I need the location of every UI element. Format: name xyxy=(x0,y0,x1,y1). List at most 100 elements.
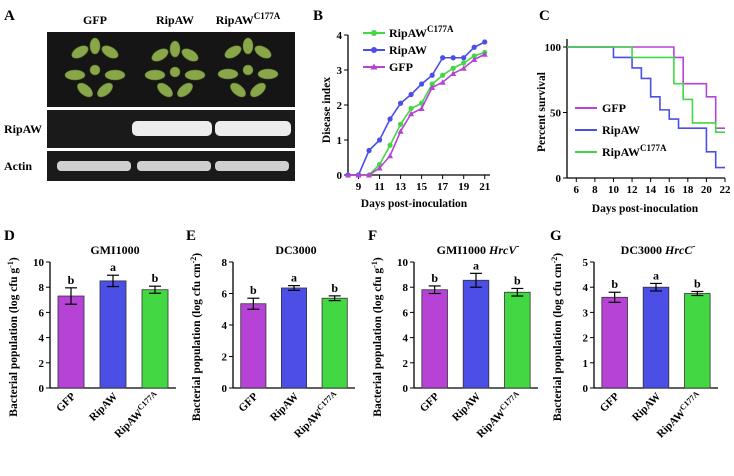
g-ytick-label: 1 xyxy=(583,358,589,370)
f-sig-letter: a xyxy=(473,258,479,272)
f-category-label: GFP xyxy=(418,390,442,414)
d-bar xyxy=(57,295,85,389)
f-ytick-label: 4 xyxy=(403,333,409,345)
survival-chart-c: 0 50 100 6 8 10 12 14 16 18 20 22 xyxy=(545,39,731,196)
b-point-ripaw xyxy=(387,116,393,122)
b-point-gfp xyxy=(460,65,467,71)
f-sig-letter: b xyxy=(514,273,521,287)
g-sig-letter: a xyxy=(653,268,659,282)
b-xlabel: Days post-inoculation xyxy=(361,198,468,210)
panel-a: A GFP RipAW RipAWC177A xyxy=(4,8,295,181)
b-xtick-label: 11 xyxy=(374,181,384,193)
b-ytick-label: 2 xyxy=(337,100,343,112)
c-series-line-mut xyxy=(567,46,725,133)
f-bar xyxy=(504,291,531,389)
b-point-mut xyxy=(408,105,414,112)
g-ytick-label: 0 xyxy=(583,383,589,395)
g-category-label: GFP xyxy=(598,390,622,414)
bar-chart-e: DC3000 Bacterial population (log cfu cm-2… xyxy=(189,243,355,440)
panel-label-b: B xyxy=(313,8,323,24)
f-ytick-label: 8 xyxy=(403,282,409,294)
f-bar xyxy=(462,279,490,389)
d-ytick-label: 6 xyxy=(39,307,45,319)
panel-c: C 0 50 100 6 8 10 12 14 16 18 20 22 Days post-inocu… xyxy=(536,8,731,215)
e-ylabel: Bacterial population (log cfu cm-2) xyxy=(189,253,203,421)
b-point-mut xyxy=(440,72,446,78)
e-bar xyxy=(280,287,308,389)
gel-band-actin-ripaw xyxy=(137,161,211,171)
c-xtick-label: 8 xyxy=(592,184,598,196)
g-bar xyxy=(601,296,628,389)
b-point-ripaw xyxy=(461,55,467,61)
g-bar xyxy=(642,286,670,389)
e-ytick-label: 0 xyxy=(222,383,228,395)
c-series-line-ripaw xyxy=(567,46,725,169)
b-point-ripaw xyxy=(419,81,425,87)
d-ylabel: Bacterial population (log cfu g-1) xyxy=(6,257,20,417)
d-sig-letter: a xyxy=(110,260,116,274)
d-ytick-label: 4 xyxy=(39,333,45,345)
c-legend-ripaw: RipAW xyxy=(602,123,640,137)
gel-band-mutant xyxy=(215,121,291,136)
bar-chart-g: DC3000 HrcC- Bacterial population (log cf… xyxy=(550,241,718,440)
e-bar xyxy=(240,303,267,389)
f-ytick-label: 10 xyxy=(397,257,409,269)
b-legend-marker-gfp xyxy=(370,63,378,70)
b-legend-marker-mut xyxy=(371,30,377,36)
c-series-line-gfp xyxy=(567,46,725,130)
d-category-label: RipAWC177A xyxy=(111,389,162,440)
d-bar xyxy=(99,280,127,389)
b-point-gfp xyxy=(439,79,446,85)
b-xtick-label: 13 xyxy=(395,181,407,193)
c-legend: GFP RipAW RipAWC177A xyxy=(575,101,667,159)
b-point-gfp xyxy=(366,172,373,178)
b-ylabel: Disease index xyxy=(321,77,333,143)
b-point-gfp xyxy=(450,70,457,76)
b-point-mut xyxy=(429,81,435,87)
panel-label-g: G xyxy=(550,228,562,244)
b-xtick-label: 19 xyxy=(458,181,470,193)
e-category-label: RipAW xyxy=(268,391,301,424)
e-category-label: GFP xyxy=(236,390,260,414)
c-xtick-label: 18 xyxy=(682,184,694,196)
b-ytick-label: 3 xyxy=(337,65,343,77)
b-point-ripaw xyxy=(366,147,372,154)
d-title: GMI1000 xyxy=(90,243,139,257)
g-category-label: RipAW xyxy=(630,391,663,424)
b-point-gfp xyxy=(387,152,394,159)
d-sig-letter: b xyxy=(152,271,159,285)
b-point-mut xyxy=(461,60,467,66)
b-xtick-label: 15 xyxy=(416,181,428,193)
gel-col-ripaw: RipAW xyxy=(156,13,194,27)
b-point-ripaw xyxy=(376,137,383,143)
plant-gfp xyxy=(64,37,126,98)
e-sig-letter: b xyxy=(331,281,338,295)
c-xtick-label: 6 xyxy=(574,184,580,196)
c-xtick-label: 20 xyxy=(701,184,713,196)
b-legend-mut: RipAWC177A xyxy=(389,24,454,40)
e-sig-letter: a xyxy=(291,271,297,285)
c-ylabel: Percent survival xyxy=(536,72,548,152)
b-point-gfp xyxy=(355,172,362,178)
d-category-label: RipAW xyxy=(87,391,120,424)
bar-chart-d: GMI1000 Bacterial population (log cfu g-1… xyxy=(6,243,176,440)
b-legend-ripaw: RipAW xyxy=(389,43,427,57)
b-legend: RipAWC177A RipAW GFP xyxy=(363,24,454,74)
c-legend-gfp: GFP xyxy=(602,101,626,115)
f-category-label: RipAWC177A xyxy=(473,389,524,440)
b-xtick-label: 9 xyxy=(356,181,362,193)
gel-band-ripaw xyxy=(132,121,212,136)
e-sig-letter: b xyxy=(250,283,257,297)
f-ytick-label: 6 xyxy=(403,307,409,319)
b-point-mut xyxy=(387,142,393,148)
gel-row-ripaw: RipAW xyxy=(4,122,42,136)
b-point-ripaw xyxy=(429,72,435,78)
c-xtick-label: 16 xyxy=(664,184,676,196)
f-ylabel: Bacterial population (log cfu g-1) xyxy=(370,257,384,417)
b-point-gfp xyxy=(376,165,383,171)
c-xtick-label: 14 xyxy=(645,184,657,196)
g-title: DC3000 HrcC- xyxy=(621,241,696,257)
f-bar xyxy=(421,289,448,389)
c-ytick-label: 0 xyxy=(556,173,562,185)
